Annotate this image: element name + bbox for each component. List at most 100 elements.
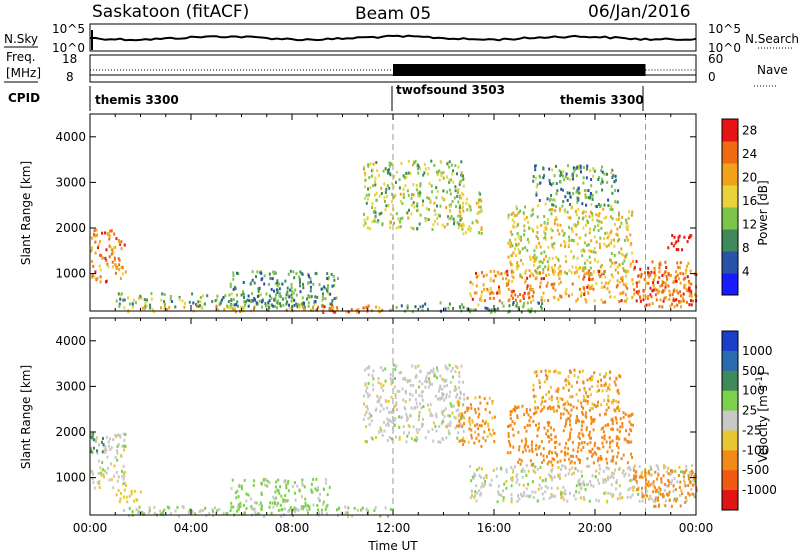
data-cell (588, 449, 591, 453)
data-cell (577, 191, 580, 195)
data-cell (645, 493, 647, 497)
data-cell (598, 467, 601, 471)
data-cell (389, 508, 392, 511)
data-cell (447, 423, 450, 427)
data-cell (549, 181, 551, 185)
data-cell (439, 397, 442, 401)
data-cell (96, 436, 98, 440)
data-cell (651, 260, 654, 264)
data-cell (388, 163, 391, 167)
data-cell (445, 383, 448, 387)
data-cell (546, 260, 549, 264)
data-cell (523, 217, 526, 221)
data-cell (649, 465, 652, 469)
data-cell (509, 444, 512, 448)
data-cell (477, 303, 480, 307)
data-cell (178, 295, 181, 299)
data-cell (687, 484, 690, 487)
data-cell (462, 201, 464, 205)
data-cell (251, 270, 254, 274)
data-cell (555, 164, 557, 168)
data-cell (543, 426, 546, 430)
data-cell (471, 418, 474, 422)
data-cell (677, 265, 680, 269)
data-cell (515, 304, 518, 308)
data-cell (374, 176, 377, 180)
colorbar-swatch (722, 410, 738, 431)
data-cell (526, 286, 528, 290)
data-cell (555, 409, 558, 413)
data-cell (284, 279, 287, 283)
data-cell (631, 260, 634, 263)
data-cell (585, 176, 588, 180)
data-cell (563, 232, 566, 235)
data-cell (585, 428, 588, 432)
data-cell (112, 246, 115, 250)
data-cell (425, 377, 427, 381)
data-cell (629, 495, 632, 499)
data-cell (524, 448, 527, 452)
data-cell (366, 217, 369, 221)
data-cell (512, 468, 515, 472)
data-cell (93, 275, 96, 279)
data-cell (442, 189, 445, 193)
data-cell (378, 399, 381, 403)
data-cell (487, 289, 490, 293)
data-cell (565, 422, 567, 425)
data-cell (331, 305, 334, 309)
data-cell (588, 278, 591, 281)
data-cell (290, 282, 293, 286)
data-cell (580, 482, 583, 486)
data-cell (557, 387, 560, 391)
data-cell (630, 423, 633, 427)
data-cell (365, 193, 368, 197)
data-cell (530, 443, 533, 447)
data-cell (614, 409, 617, 413)
data-cell (641, 495, 644, 499)
data-cell (449, 420, 452, 424)
data-cell (678, 494, 681, 497)
data-cell (617, 451, 620, 455)
data-cell (99, 268, 102, 272)
data-cell (590, 184, 593, 188)
data-cell (361, 506, 364, 510)
data-cell (576, 165, 579, 169)
data-cell (523, 224, 526, 228)
data-cell (516, 232, 519, 235)
data-cell (363, 223, 365, 227)
data-cell (599, 455, 602, 458)
data-cell (556, 396, 559, 400)
data-cell (477, 427, 480, 431)
data-cell (468, 420, 471, 424)
data-cell (419, 369, 422, 373)
data-cell (605, 244, 608, 248)
data-cell (300, 507, 303, 511)
data-cell (433, 374, 436, 378)
data-cell (583, 241, 586, 245)
data-cell (531, 212, 534, 216)
data-cell (463, 422, 466, 426)
data-cell (364, 173, 367, 177)
data-cell (458, 180, 461, 184)
data-region (469, 269, 698, 304)
data-cell (680, 305, 683, 309)
data-cell (564, 244, 566, 248)
data-cell (603, 437, 606, 441)
data-cell (480, 290, 483, 294)
data-cell (512, 251, 515, 255)
data-cell (458, 206, 461, 210)
data-cell (280, 494, 283, 498)
data-cell (399, 220, 401, 224)
data-cell (624, 293, 627, 297)
data-cell (604, 300, 606, 304)
data-cell (518, 458, 521, 461)
power-ylabel: Slant Range [km] (19, 161, 33, 265)
data-cell (513, 214, 516, 218)
data-cell (614, 487, 617, 491)
data-cell (586, 402, 589, 406)
data-cell (329, 307, 332, 311)
data-cell (682, 272, 685, 276)
data-cell (615, 261, 618, 265)
data-cell (661, 305, 664, 309)
data-cell (620, 299, 623, 303)
